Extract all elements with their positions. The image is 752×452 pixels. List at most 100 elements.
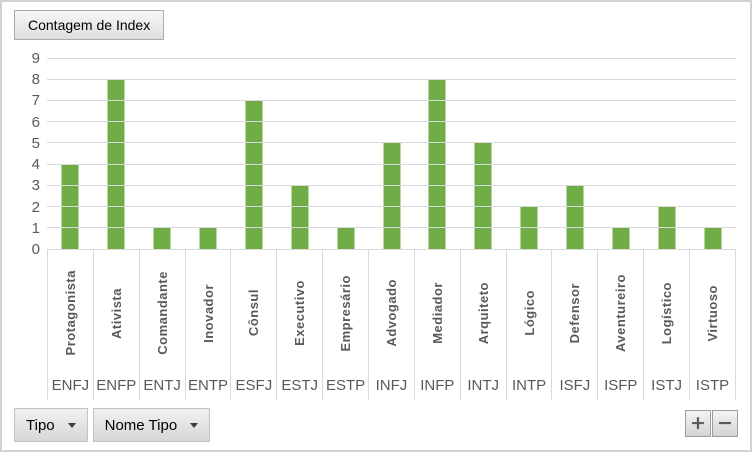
expand-collapse-buttons: + − xyxy=(685,410,738,437)
y-tick-label: 5 xyxy=(31,134,40,152)
category-name-label: Lógico xyxy=(521,290,537,336)
category-name-label: Defensor xyxy=(567,282,583,344)
category-name-label: Executivo xyxy=(292,280,308,346)
category-name-label: Empresário xyxy=(338,274,354,352)
bar-slot xyxy=(690,59,736,249)
category-column: Empresário ESTP xyxy=(322,250,368,400)
category-name-label: Comandante xyxy=(154,271,170,355)
gridline xyxy=(47,142,736,144)
dropdown-arrow-icon xyxy=(190,422,199,428)
bar-ESTJ[interactable] xyxy=(291,185,309,249)
gridline xyxy=(47,121,736,123)
category-column: Advogado INFJ xyxy=(368,250,414,400)
y-tick-label: 1 xyxy=(31,219,40,237)
expand-entire-field-button[interactable]: + xyxy=(685,410,711,437)
category-code-label: ENFJ xyxy=(51,376,90,394)
category-code-label: INFP xyxy=(420,376,455,394)
category-code-label: ISFP xyxy=(604,376,638,394)
bar-slot xyxy=(552,59,598,249)
bar-slot xyxy=(323,59,369,249)
category-column: Logístico ISTJ xyxy=(643,250,689,400)
category-column: Lógico INTP xyxy=(505,250,552,400)
gridline xyxy=(47,184,736,186)
bar-ENTJ[interactable] xyxy=(153,227,171,249)
category-name-cell: Cônsul xyxy=(231,250,276,370)
category-code-label: ENTP xyxy=(188,376,229,394)
category-code-label: ENTJ xyxy=(143,376,181,394)
category-name-label: Aventureiro xyxy=(613,274,629,352)
bar-slot xyxy=(369,59,415,249)
y-tick-label: 4 xyxy=(31,156,40,174)
category-name-cell: Mediador xyxy=(415,250,460,370)
gridline xyxy=(47,163,736,165)
axis-field-button-tipo[interactable]: Tipo xyxy=(14,408,88,442)
category-code-label: INTJ xyxy=(467,376,499,394)
y-tick-label: 6 xyxy=(31,113,40,131)
y-axis: 0 1 2 3 4 5 6 7 8 9 xyxy=(14,50,40,258)
y-tick-label: 0 xyxy=(31,241,40,258)
dropdown-arrow-icon xyxy=(67,422,76,428)
y-tick-label: 3 xyxy=(31,177,40,195)
category-name-cell: Arquiteto xyxy=(461,250,506,370)
category-name-label: Protagonista xyxy=(62,270,78,356)
bar-ENTP[interactable] xyxy=(199,227,217,249)
category-code-label: ENFP xyxy=(96,376,137,394)
category-code-label: ESTJ xyxy=(281,376,319,394)
bar-ENFP[interactable] xyxy=(107,80,125,249)
category-name-cell: Comandante xyxy=(140,250,185,370)
category-axis: Protagonista ENFJ Ativista ENFP Comandante EN… xyxy=(47,250,736,400)
category-column: Protagonista ENFJ xyxy=(47,250,93,400)
category-name-cell: Virtuoso xyxy=(690,250,735,370)
bar-INFP[interactable] xyxy=(428,80,446,249)
bar-INTJ[interactable] xyxy=(474,143,492,249)
bar-ENFJ[interactable] xyxy=(61,164,79,249)
category-name-label: Virtuoso xyxy=(704,284,720,342)
bar-slot xyxy=(598,59,644,249)
category-name-cell: Inovador xyxy=(186,250,231,370)
category-column: Arquiteto INTJ xyxy=(459,250,506,400)
category-name-label: Inovador xyxy=(200,283,216,343)
bar-ISFJ[interactable] xyxy=(566,185,584,249)
category-code-label: INTP xyxy=(511,376,547,394)
gridline xyxy=(47,100,736,102)
category-name-label: Advogado xyxy=(383,279,399,347)
category-name-cell: Advogado xyxy=(369,250,414,370)
y-tick-label: 8 xyxy=(31,71,40,89)
category-code-label: INFJ xyxy=(375,376,408,394)
category-name-cell: Lógico xyxy=(507,250,552,370)
bar-slot xyxy=(460,59,506,249)
category-column: Inovador ENTP xyxy=(184,250,231,400)
bar-slot xyxy=(185,59,231,249)
bar-ESTP[interactable] xyxy=(337,227,355,249)
category-name-cell: Protagonista xyxy=(48,250,93,370)
bar-slot xyxy=(93,59,139,249)
category-column: Mediador INFP xyxy=(413,250,460,400)
y-tick-label: 2 xyxy=(31,198,40,216)
bar-ISFP[interactable] xyxy=(612,227,630,249)
bar-slot xyxy=(47,59,93,249)
category-column: Comandante ENTJ xyxy=(138,250,185,400)
category-name-cell: Aventureiro xyxy=(598,250,643,370)
bar-series xyxy=(47,59,736,249)
bar-ISTP[interactable] xyxy=(704,227,722,249)
category-column: Aventureiro ISFP xyxy=(597,250,643,400)
y-tick-label: 7 xyxy=(31,92,40,110)
category-column: Ativista ENFP xyxy=(92,250,139,400)
category-column: Cônsul ESFJ xyxy=(230,250,276,400)
bar-INTP[interactable] xyxy=(520,206,538,249)
gridline xyxy=(47,79,736,81)
category-column: Virtuoso ISTP xyxy=(689,250,736,400)
bar-INFJ[interactable] xyxy=(383,143,401,249)
axis-field-button-nome-tipo[interactable]: Nome Tipo xyxy=(92,408,211,442)
bar-slot xyxy=(644,59,690,249)
bar-ISTJ[interactable] xyxy=(658,206,676,249)
category-name-cell: Defensor xyxy=(552,250,597,370)
bar-ESFJ[interactable] xyxy=(245,101,263,249)
category-column: Executivo ESTJ xyxy=(276,250,322,400)
pivot-value-field-button[interactable]: Contagem de Index xyxy=(14,10,165,40)
collapse-entire-field-button[interactable]: − xyxy=(712,410,738,437)
category-name-cell: Executivo xyxy=(277,250,322,370)
gridline xyxy=(47,58,736,59)
category-name-label: Mediador xyxy=(429,282,445,344)
